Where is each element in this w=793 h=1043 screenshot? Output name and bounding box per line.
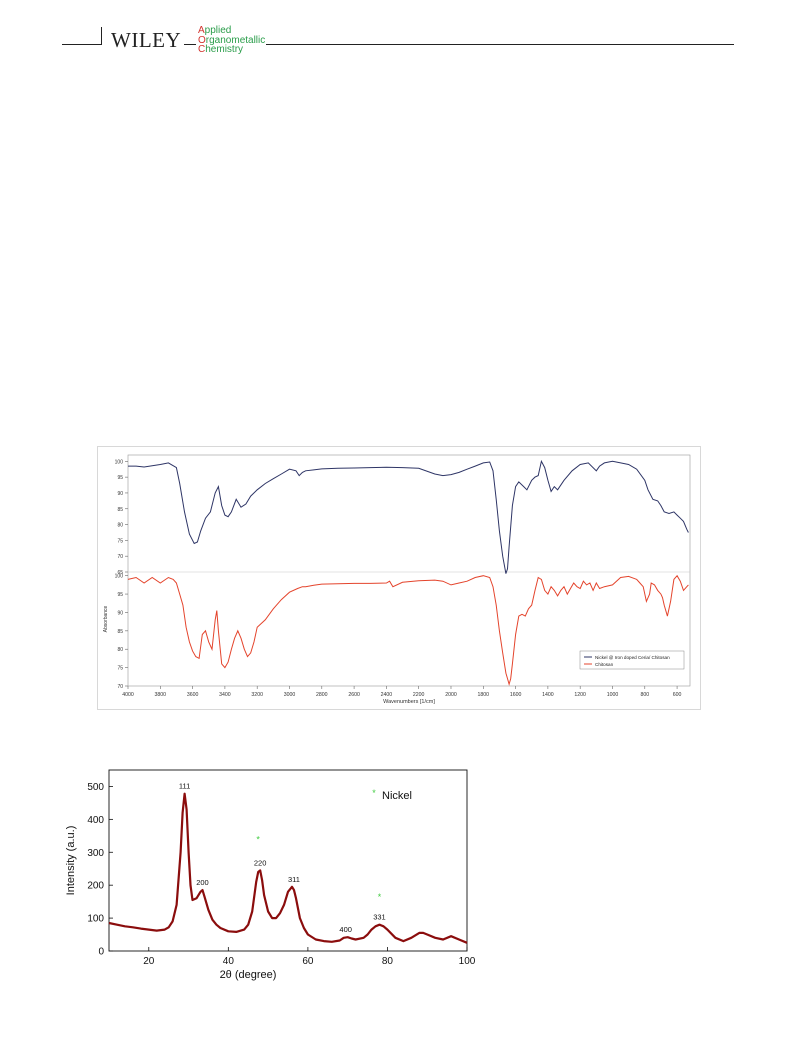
xrd-y-tick-label: 300: [87, 848, 104, 859]
ftir-y-tick-label: 80: [117, 523, 123, 529]
ftir-x-axis-label: Wavenumbers [1/cm]: [383, 699, 435, 705]
xrd-x-tick-label: 80: [382, 956, 394, 967]
ftir-legend-box: [579, 650, 685, 670]
xrd-y-tick-label: 0: [98, 947, 104, 958]
ftir-y-tick-label: 85: [117, 507, 123, 513]
ftir-x-tick-label: 3000: [284, 692, 296, 698]
xrd-x-tick-label: 60: [302, 956, 314, 967]
ftir-y-tick-label: 65: [117, 570, 123, 576]
xrd-peak-label: 111: [179, 782, 190, 791]
xrd-y-tick-label: 400: [87, 815, 104, 826]
ftir-x-tick-label: 2600: [348, 692, 360, 698]
ftir-x-tick-label: 3400: [219, 692, 231, 698]
ftir-y-tick-label: 85: [117, 629, 123, 635]
xrd-peak-label: 331: [373, 913, 386, 922]
xrd-x-tick-label: 20: [143, 956, 155, 967]
ftir-y-tick-label: 75: [117, 538, 123, 544]
ftir-x-tick-label: 1400: [542, 692, 554, 698]
xrd-nickel-marker: *: [378, 892, 382, 902]
xrd-plot-frame: [108, 769, 468, 952]
xrd-x-axis-label: 2θ (degree): [220, 969, 277, 981]
xrd-peak-label: 400: [339, 925, 352, 934]
xrd-peak-label: 311: [288, 875, 300, 884]
ftir-legend: Nickel @ Iron doped Ceria/ Chitosan Chito…: [579, 650, 685, 670]
xrd-legend: * Nickel: [372, 788, 412, 802]
xrd-x-tick-label: 40: [223, 956, 235, 967]
ftir-x-tick-label: 1600: [510, 692, 522, 698]
ftir-x-tick-label: 2400: [381, 692, 393, 698]
ftir-x-tick-label: 2000: [445, 692, 457, 698]
ftir-legend-label: Nickel @ Iron doped Ceria/ Chitosan: [595, 655, 670, 660]
header-rule-left: [62, 44, 102, 45]
journal-name: Applied Organometallic Chemistry: [198, 26, 265, 55]
xrd-legend-marker: *: [372, 788, 376, 798]
ftir-x-tick-label: 1800: [478, 692, 490, 698]
ftir-y-tick-label: 75: [117, 666, 123, 672]
ftir-x-tick-label: 1200: [574, 692, 586, 698]
ftir-y-tick-label: 70: [117, 684, 123, 690]
ftir-y-axis-label: Absorbance: [103, 605, 109, 632]
xrd-y-tick-label: 500: [87, 782, 104, 793]
journal-header: WILEY Applied Organometallic Chemistry: [0, 0, 793, 60]
publisher-logo: WILEY: [111, 28, 182, 52]
ftir-y-tick-label: 90: [117, 491, 123, 497]
ftir-x-tick-label: 3800: [155, 692, 167, 698]
journal-line-3: Chemistry: [198, 44, 244, 55]
ftir-y-tick-label: 70: [117, 554, 123, 560]
ftir-series-line-1: [127, 574, 689, 687]
ftir-y-tick-label: 95: [117, 592, 123, 598]
ftir-x-tick-label: 600: [673, 692, 682, 698]
xrd-legend-label: Nickel: [382, 790, 412, 802]
ftir-x-tick-label: 3600: [187, 692, 199, 698]
ftir-x-tick-label: 4000: [122, 692, 134, 698]
ftir-x-tick-label: 800: [640, 692, 649, 698]
journal-line-1: Applied: [198, 25, 232, 36]
ftir-y-tick-label: 80: [117, 647, 123, 653]
journal-line-2: Organometallic: [198, 34, 266, 46]
xrd-x-tick-label: 100: [459, 956, 476, 967]
ftir-plot-area: [127, 454, 691, 687]
xrd-y-tick-label: 200: [87, 881, 104, 892]
xrd-peak-label: 220: [254, 858, 267, 867]
ftir-y-tick-label: 100: [115, 574, 124, 580]
header-rule-right: [266, 44, 734, 45]
xrd-peak-label: 200: [196, 878, 209, 887]
xrd-chart: 0 100 200 300 400 500 20 40 60 80 100 2θ (degree) In…: [65, 769, 476, 981]
xrd-nickel-marker: *: [256, 834, 260, 844]
ftir-y-tick-label: 95: [117, 475, 123, 481]
ftir-series-line-0: [128, 459, 689, 574]
xrd-series-line: [108, 792, 468, 944]
ftir-x-tick-label: 3200: [251, 692, 263, 698]
ftir-x-tick-label: 2200: [413, 692, 425, 698]
ftir-y-tick-label: 100: [115, 459, 124, 465]
header-rule-mid: [184, 44, 196, 45]
ftir-x-tick-label: 2800: [316, 692, 328, 698]
ftir-y-tick-label: 90: [117, 610, 123, 616]
ftir-legend-label: Chitosan: [595, 662, 614, 667]
xrd-y-tick-label: 100: [87, 914, 104, 925]
header-rule-tick: [101, 27, 102, 44]
ftir-x-tick-label: 1000: [607, 692, 619, 698]
xrd-y-axis-label: Intensity (a.u.): [65, 826, 77, 896]
xrd-figure: 0 100 200 300 400 500 20 40 60 80 100 2θ (degree) In…: [62, 762, 482, 987]
ftir-figure: 100 95 90 85 80 75 70 65 100 95 90 85 80 75 70 4000 3800…: [97, 446, 701, 710]
